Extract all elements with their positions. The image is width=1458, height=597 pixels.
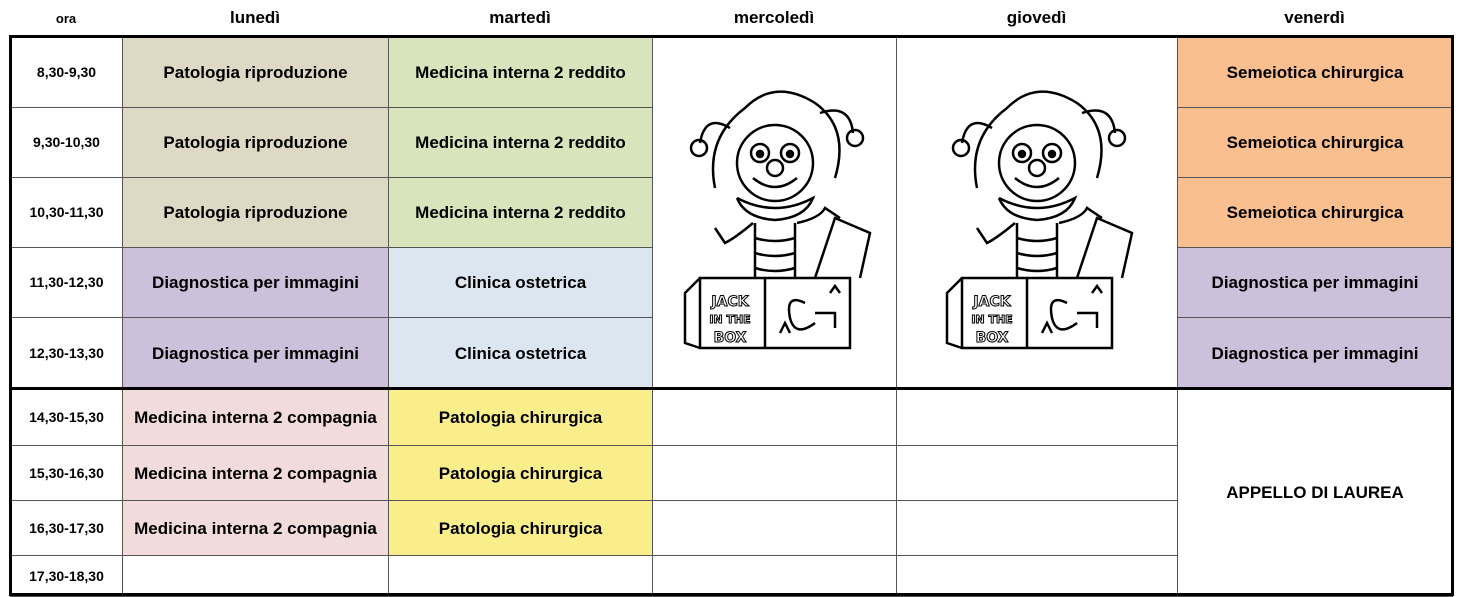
subject-cell: Medicina interna 2 reddito (388, 107, 653, 178)
subject-cell: APPELLO DI LAUREA (1177, 388, 1453, 597)
subject-cell: Medicina interna 2 compagnia (122, 445, 389, 501)
subject-cell: Patologia chirurgica (388, 500, 653, 556)
subject-cell: Diagnostica per immagini (1177, 247, 1453, 318)
subject-cell: Patologia chirurgica (388, 445, 653, 501)
subject-cell: Patologia riproduzione (122, 177, 389, 248)
subject-cell: Medicina interna 2 reddito (388, 37, 653, 108)
time-cell: 8,30-9,30 (10, 37, 123, 108)
subject-cell: Patologia riproduzione (122, 37, 389, 108)
empty-cell (896, 555, 1178, 597)
day-header: mercoledì (733, 8, 815, 27)
subject-cell: Patologia riproduzione (122, 107, 389, 178)
subject-cell: Semeiotica chirurgica (1177, 177, 1453, 248)
day-header: giovedì (1006, 8, 1067, 27)
empty-cell (896, 500, 1178, 556)
subject-cell: Diagnostica per immagini (122, 247, 389, 318)
subject-cell: Patologia chirurgica (388, 388, 653, 446)
empty-cell (896, 388, 1178, 446)
subject-cell: Medicina interna 2 reddito (388, 177, 653, 248)
time-cell: 15,30-16,30 (10, 445, 123, 501)
time-cell: 9,30-10,30 (10, 107, 123, 178)
time-header: ora (55, 10, 77, 26)
empty-cell (122, 555, 389, 597)
subject-cell: Semeiotica chirurgica (1177, 107, 1453, 178)
empty-cell (388, 555, 653, 597)
subject-cell: Medicina interna 2 compagnia (122, 388, 389, 446)
svg-text:IN THE: IN THE (709, 313, 750, 326)
day-header: lunedì (229, 8, 281, 27)
svg-text:IN THE: IN THE (971, 313, 1012, 326)
time-cell: 14,30-15,30 (10, 388, 123, 446)
jack-in-the-box-image: JACK IN THE BOX (896, 37, 1178, 389)
subject-cell: Semeiotica chirurgica (1177, 37, 1453, 108)
svg-text:JACK: JACK (710, 294, 749, 310)
subject-cell: Clinica ostetrica (388, 247, 653, 318)
svg-text:BOX: BOX (713, 330, 746, 346)
time-cell: 17,30-18,30 (10, 555, 123, 597)
time-cell: 11,30-12,30 (10, 247, 123, 318)
time-cell: 10,30-11,30 (10, 177, 123, 248)
empty-cell (652, 388, 897, 446)
day-header: martedì (489, 8, 551, 27)
jack-in-the-box-image: JACK IN THE BOX (652, 37, 897, 389)
empty-cell (652, 445, 897, 501)
svg-text:BOX: BOX (976, 330, 1009, 346)
svg-text:JACK: JACK (972, 294, 1011, 310)
time-cell: 12,30-13,30 (10, 317, 123, 389)
empty-cell (652, 555, 897, 597)
subject-cell: Diagnostica per immagini (122, 317, 389, 389)
subject-cell: Medicina interna 2 compagnia (122, 500, 389, 556)
day-header: venerdì (1284, 8, 1345, 27)
time-cell: 16,30-17,30 (10, 500, 123, 556)
empty-cell (652, 500, 897, 556)
subject-cell: Clinica ostetrica (388, 317, 653, 389)
empty-cell (896, 445, 1178, 501)
subject-cell: Diagnostica per immagini (1177, 317, 1453, 389)
